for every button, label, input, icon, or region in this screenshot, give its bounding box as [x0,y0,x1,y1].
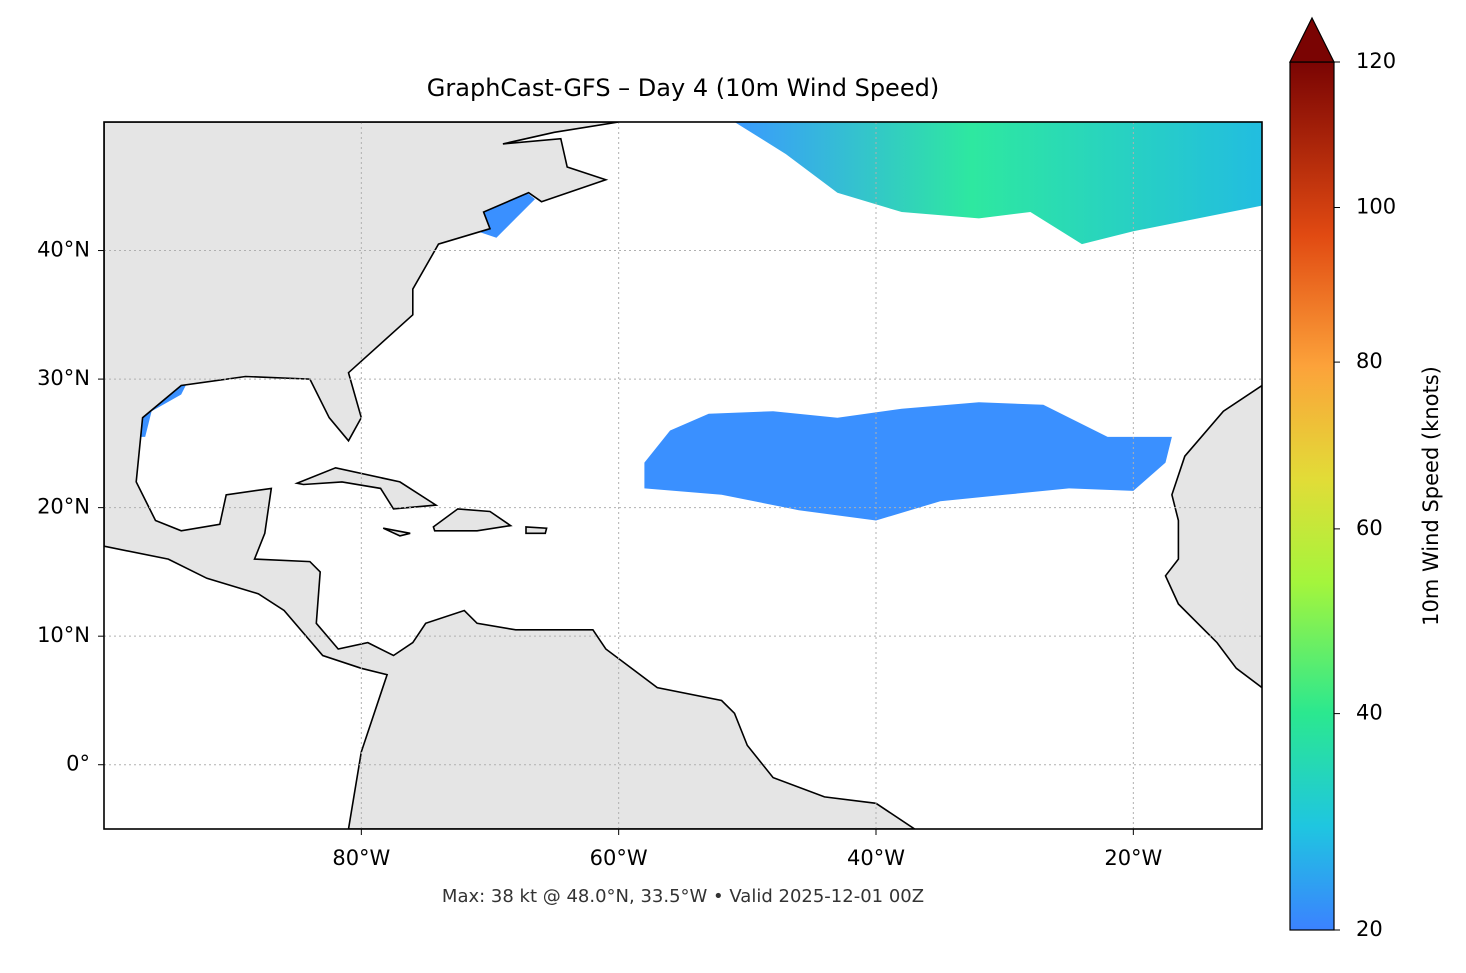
colorbar-extend [1289,16,1335,63]
land [525,526,548,535]
colorbar-tick-label: 80 [1356,349,1383,373]
chart-title: GraphCast-GFS – Day 4 (10m Wind Speed) [427,74,939,102]
colorbar-tick-label: 100 [1356,195,1396,219]
x-tick-label: 20°W [1104,846,1162,870]
y-tick-label: 30°N [37,366,90,390]
x-tick-label: 60°W [590,846,648,870]
y-tick-label: 0° [66,752,90,776]
land [382,527,411,537]
map-frame [103,121,1263,830]
land [432,508,513,532]
wind-field [136,381,188,437]
colorbar-tick-label: 60 [1356,516,1383,540]
x-tick-label: 40°W [847,846,905,870]
y-tick-label: 40°N [37,238,90,262]
colorbar-tick-label: 120 [1356,49,1396,73]
wind-field [734,122,1262,245]
y-tick-label: 10°N [37,623,90,647]
x-tick-label: 80°W [332,846,390,870]
y-tick-label: 20°N [37,495,90,519]
land [294,466,439,510]
land [104,122,917,829]
colorbar-tick-label: 20 [1356,917,1383,941]
land [1164,384,1262,689]
colorbar-label: 10m Wind Speed (knots) [1419,366,1443,626]
annotation: Max: 38 kt @ 48.0°N, 33.5°W • Valid 2025… [442,886,924,907]
colorbar-tick-label: 40 [1356,701,1383,725]
wind-field [644,402,1172,521]
map [104,122,1262,829]
colorbar [1289,61,1335,931]
